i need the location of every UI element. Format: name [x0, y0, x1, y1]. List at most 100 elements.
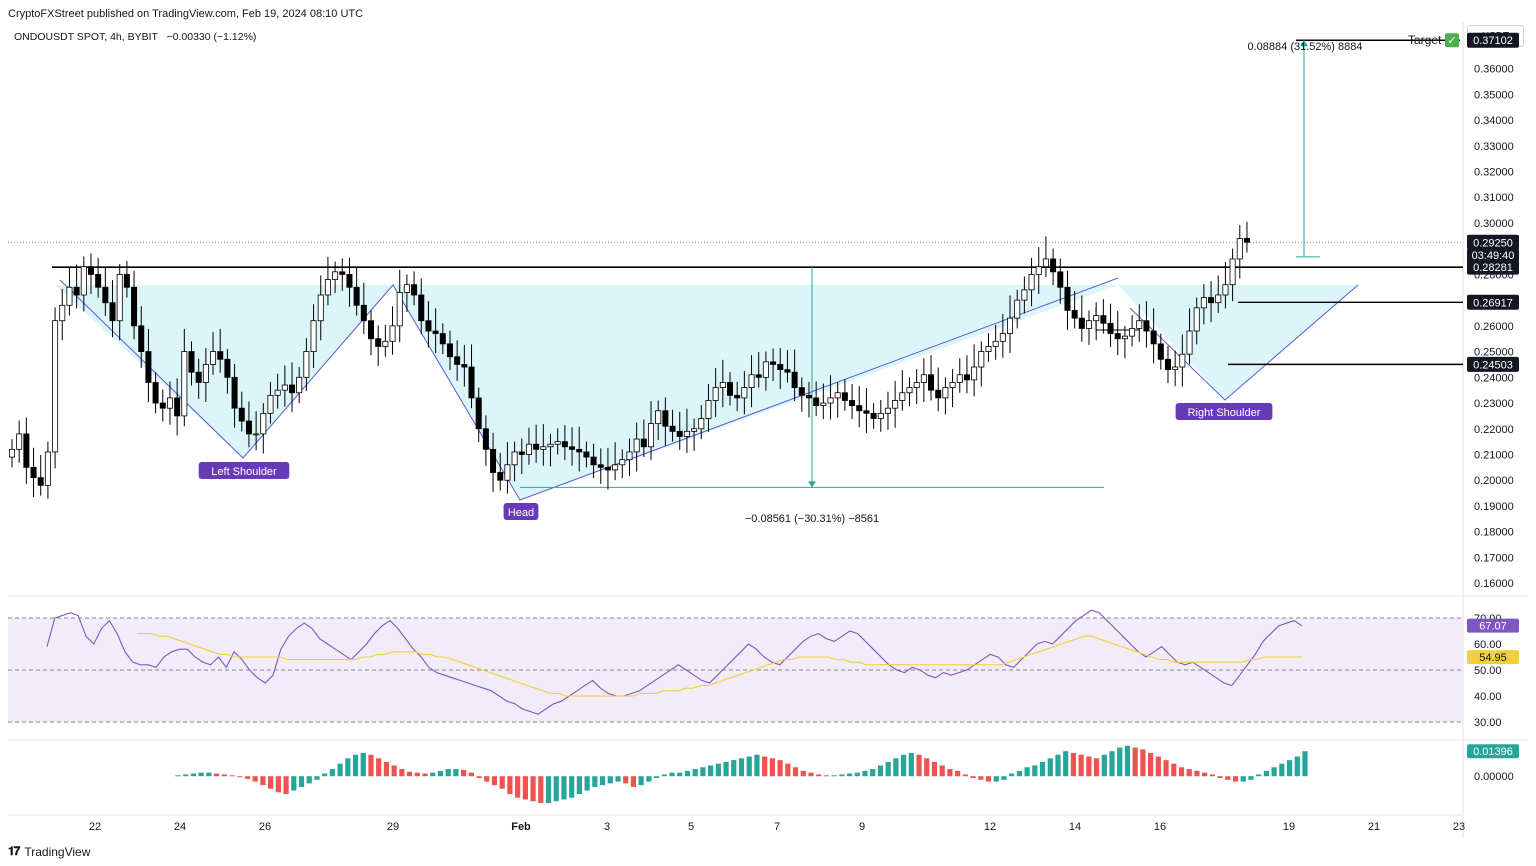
- candle: [396, 292, 403, 327]
- candle: [1208, 297, 1215, 304]
- macd-bar: [1070, 752, 1077, 777]
- candle: [920, 374, 927, 383]
- candle: [224, 358, 231, 378]
- macd-bar: [1039, 761, 1046, 777]
- candle: [367, 320, 374, 340]
- x-tick-label: 23: [1453, 821, 1465, 833]
- macd-bar: [885, 761, 891, 777]
- macd-bar: [1202, 772, 1208, 777]
- macd-bar: [461, 769, 467, 777]
- macd-bar: [1178, 767, 1185, 777]
- candle: [741, 387, 748, 399]
- candle: [468, 366, 475, 399]
- x-tick-label: 14: [1069, 821, 1081, 833]
- candle: [1243, 237, 1250, 243]
- candle: [504, 464, 511, 481]
- x-tick-label: Feb: [511, 821, 531, 833]
- macd-bar: [1279, 763, 1285, 777]
- price-label: 0.29250: [1473, 237, 1513, 249]
- macd-bar: [870, 769, 876, 777]
- macd-bar: [576, 776, 582, 795]
- check-icon-glyph: ✓: [1447, 35, 1456, 47]
- y-tick-label: 0.23000: [1474, 398, 1514, 410]
- x-tick-label: 29: [387, 821, 399, 833]
- candle: [597, 464, 604, 468]
- macd-bar: [677, 772, 683, 777]
- macd-bar: [298, 776, 305, 787]
- footer-brand[interactable]: TradingView: [24, 844, 91, 859]
- price-label: 0.37102: [1473, 35, 1513, 47]
- macd-bar: [1263, 770, 1270, 777]
- rsi-tick: 60.00: [1474, 639, 1502, 651]
- candle: [80, 266, 87, 296]
- rsi-ma-line: [137, 633, 1302, 697]
- candle: [913, 382, 920, 389]
- target-arrow: [1300, 40, 1308, 47]
- x-tick-label: 24: [174, 821, 186, 833]
- candle: [856, 405, 863, 412]
- candle: [296, 376, 303, 394]
- candle: [820, 402, 827, 407]
- macd-bar: [831, 775, 837, 777]
- candle: [827, 397, 834, 404]
- macd-bar: [615, 776, 621, 782]
- candle: [554, 441, 561, 445]
- footer: 𝟏𝟕 TradingView: [8, 844, 90, 859]
- candle: [798, 387, 805, 396]
- candle: [66, 286, 73, 306]
- candle: [770, 361, 777, 365]
- macd-bar: [1140, 749, 1146, 777]
- macd-bar: [1086, 756, 1092, 777]
- candle: [999, 333, 1006, 342]
- candle: [454, 356, 461, 365]
- macd-bar: [823, 775, 830, 777]
- macd-bar: [924, 758, 930, 777]
- macd-bar: [376, 758, 382, 777]
- price-label-bg: [1467, 248, 1519, 262]
- candle: [375, 338, 382, 347]
- candle: [698, 418, 705, 430]
- rsi-tick: 40.00: [1474, 691, 1502, 703]
- macd-bar: [268, 776, 274, 789]
- price-label-bg: [1467, 234, 1519, 250]
- candle: [303, 351, 310, 378]
- candle: [109, 302, 116, 322]
- macd-bar: [306, 776, 312, 784]
- macd-bar: [345, 758, 351, 777]
- candle: [841, 392, 848, 401]
- candle: [339, 271, 346, 275]
- macd-bar: [515, 776, 521, 798]
- macd-bar: [916, 754, 922, 777]
- macd-bar: [491, 776, 498, 786]
- candle: [346, 274, 353, 288]
- x-tick-label: 7: [774, 821, 780, 833]
- candle: [1021, 289, 1028, 301]
- macd-bar: [592, 776, 598, 787]
- candle: [877, 412, 884, 419]
- macd-bar: [275, 776, 281, 793]
- macd-bar: [754, 754, 760, 777]
- left-shoulder-label-bg: [198, 462, 290, 479]
- candle: [425, 320, 432, 332]
- candle: [669, 425, 676, 432]
- macd-bar: [1225, 776, 1231, 780]
- candle: [439, 333, 446, 345]
- candle: [332, 271, 339, 280]
- macd-bar: [962, 774, 968, 777]
- candle: [490, 448, 497, 473]
- candle: [360, 304, 367, 322]
- rsi-ma-value: 54.95: [1479, 652, 1507, 664]
- price-label-bg: [1467, 356, 1519, 372]
- candle: [123, 274, 130, 288]
- candle: [281, 384, 288, 391]
- macd-bar: [1009, 773, 1015, 777]
- macd-bar: [908, 752, 914, 777]
- macd-bar: [538, 776, 544, 804]
- macd-bar: [1271, 767, 1277, 777]
- macd-bar: [839, 774, 845, 777]
- y-tick-label: 0.31000: [1474, 192, 1514, 204]
- candle: [633, 438, 640, 453]
- check-icon: [1445, 33, 1459, 48]
- macd-bar: [183, 774, 189, 777]
